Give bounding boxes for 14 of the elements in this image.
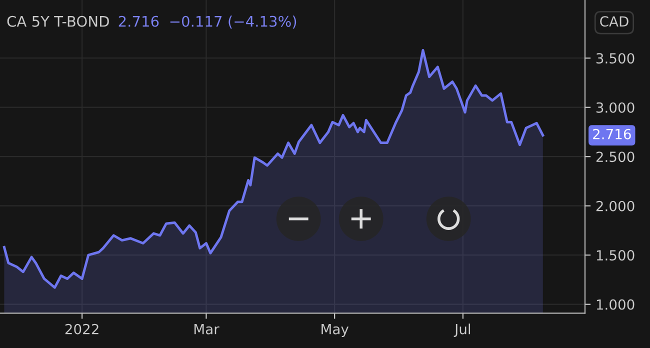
y-tick-label: 3.500 xyxy=(596,53,634,64)
x-tick-label: 2022 xyxy=(65,324,98,334)
y-tick-label: 1.000 xyxy=(596,299,634,310)
x-tick-label: Jul xyxy=(454,324,470,337)
y-tick-label: 2.500 xyxy=(596,152,634,162)
y-tick-label: 3.000 xyxy=(596,102,634,113)
x-tick-label: Mar xyxy=(194,324,220,334)
text: 2.716 −0.117 (−4.13%) xyxy=(118,16,296,29)
y-tick-label: 2.000 xyxy=(596,200,634,212)
y-tick-label: 1.500 xyxy=(596,250,634,261)
x-tick-label: May xyxy=(322,324,349,338)
text: CAD xyxy=(600,16,628,27)
text: 2.716 xyxy=(593,128,631,140)
text: CA 5Y T-BOND xyxy=(7,16,109,27)
